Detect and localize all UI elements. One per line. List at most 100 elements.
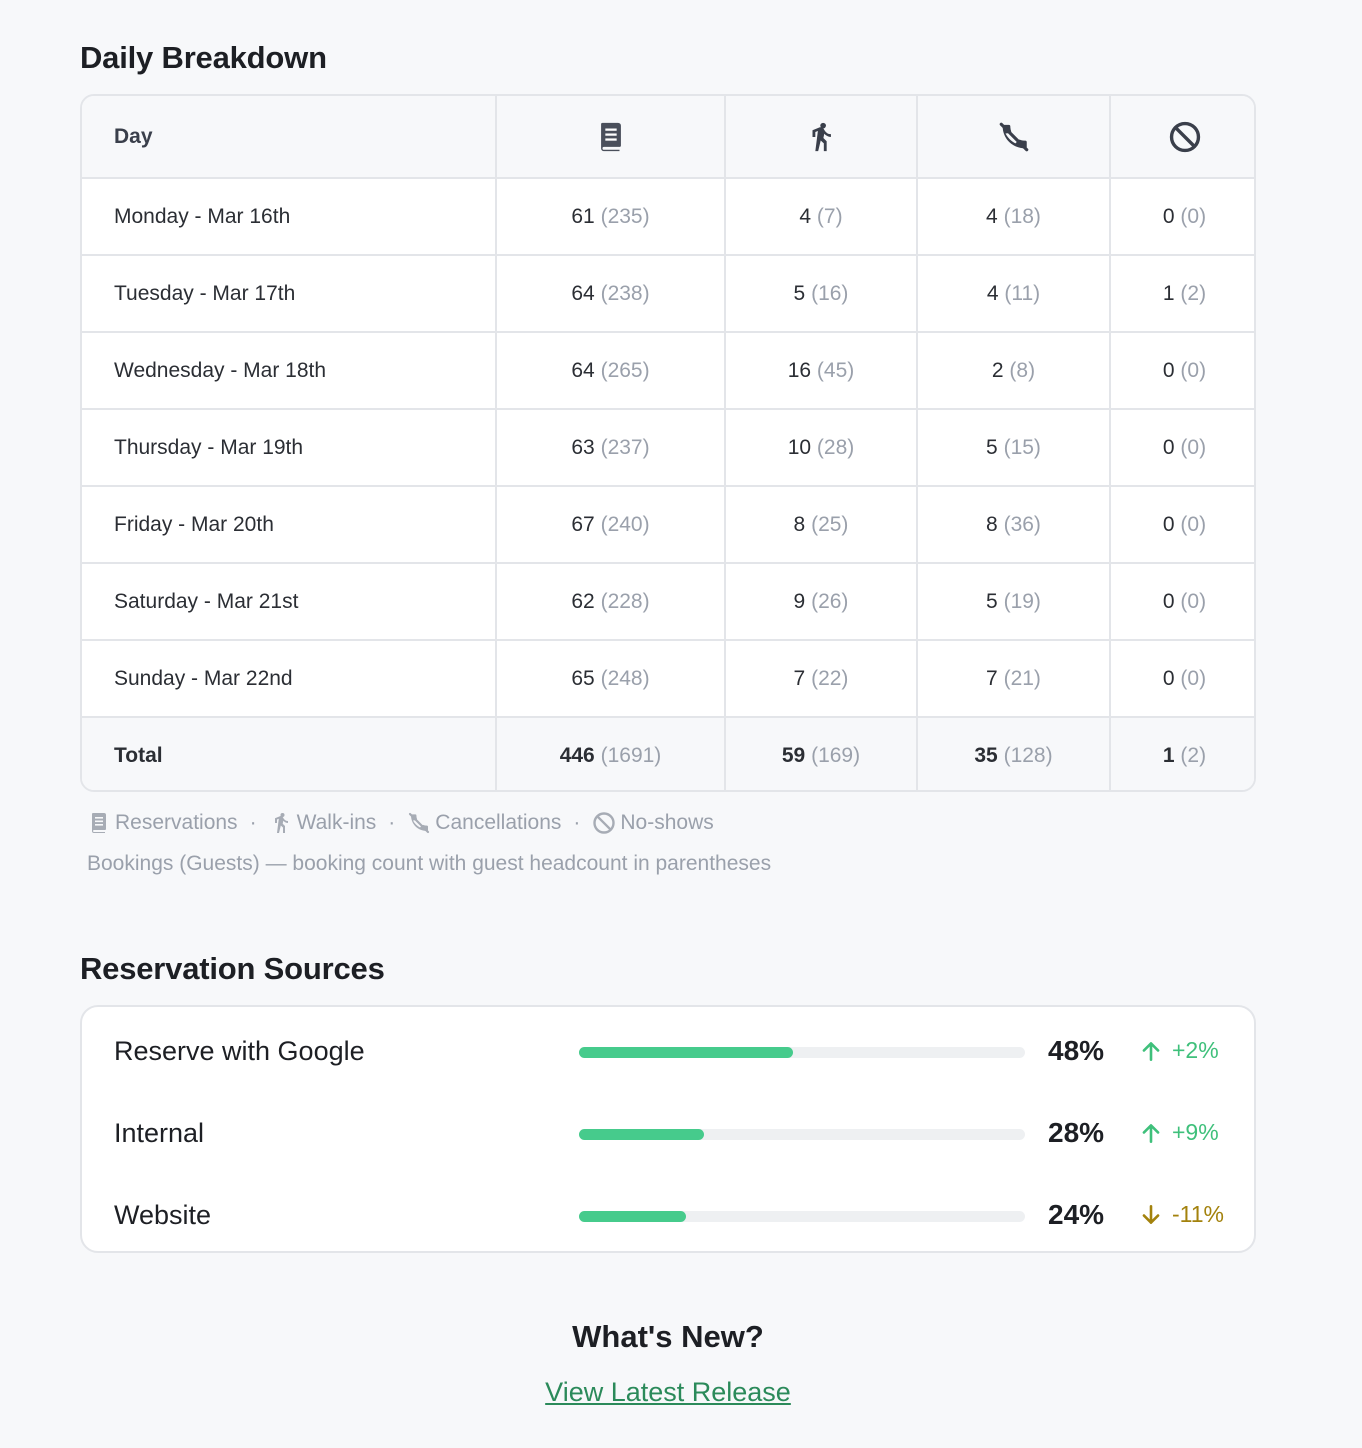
day-label: Thursday - Mar 19th: [82, 409, 497, 487]
guest-count: (21): [1003, 666, 1041, 690]
booking-count: 59: [781, 743, 806, 767]
day-label: Friday - Mar 20th: [82, 486, 497, 564]
day-label: Sunday - Mar 22nd: [82, 640, 497, 718]
table-header-row: Day: [82, 96, 1254, 179]
guest-count: (2): [1180, 743, 1207, 767]
walk-in-person-icon: [269, 811, 293, 835]
source-name: Website: [114, 1200, 212, 1230]
cancellations-cell: 7 (21): [917, 640, 1111, 718]
booking-count: 8: [793, 512, 806, 536]
table-row: Wednesday - Mar 18th 64 (265) 16 (45) 2 (8)…: [82, 332, 1254, 410]
day-column-header: Day: [82, 96, 497, 179]
reservations-cell: 62 (228): [496, 563, 726, 641]
table-row: Sunday - Mar 22nd 65 (248) 7 (22) 7 (21) 0 (…: [82, 640, 1254, 718]
source-share-bar: [579, 1211, 1025, 1222]
booking-count: 8: [986, 512, 998, 536]
source-row: Internal 28% +9%: [82, 1109, 1254, 1159]
reservation-sources-title: Reservation Sources: [80, 951, 385, 986]
no-shows-cell: 0 (0): [1110, 563, 1254, 641]
booking-count: 62: [571, 589, 595, 613]
arrow-up-icon: [1138, 1120, 1164, 1146]
guest-count: (45): [816, 358, 855, 382]
source-share-bar-fill: [579, 1047, 794, 1058]
cancellations-cell: 2 (8): [917, 332, 1111, 410]
booking-count: 5: [793, 281, 806, 305]
guest-count: (22): [811, 666, 849, 690]
arrow-up-icon: [1138, 1038, 1164, 1064]
cancellation-phone-icon: [997, 120, 1031, 154]
guest-count: (0): [1180, 666, 1207, 690]
booking-count: 10: [787, 435, 812, 459]
booking-count: 61: [571, 204, 595, 228]
guest-count: (265): [600, 358, 650, 382]
no-shows-cell: 0 (0): [1110, 486, 1254, 564]
guest-count: (8): [1009, 358, 1036, 382]
booking-count: 4: [986, 204, 998, 228]
no-shows-cell: 1 (2): [1110, 717, 1254, 790]
reservations-column-header: [496, 96, 726, 179]
guest-count: (0): [1180, 204, 1207, 228]
walk-ins-cell: 7 (22): [725, 640, 918, 718]
guest-count: (0): [1180, 512, 1207, 536]
legend-separator: ·: [573, 811, 581, 834]
booking-count: 0: [1162, 589, 1175, 613]
guest-count: (1691): [600, 743, 662, 767]
reservations-cell: 61 (235): [496, 178, 726, 256]
daily-breakdown-title: Daily Breakdown: [80, 40, 327, 75]
no-shows-cell: 0 (0): [1110, 640, 1254, 718]
total-label: Total: [82, 717, 497, 790]
reservations-cell: 446 (1691): [496, 717, 726, 790]
guest-count: (11): [1004, 281, 1041, 305]
legend-no-shows-label: No-shows: [620, 811, 714, 834]
table-row: Monday - Mar 16th 61 (235) 4 (7) 4 (18) 0 (0…: [82, 178, 1254, 256]
guest-count: (28): [816, 435, 855, 459]
legend-reservations-label: Reservations: [115, 811, 238, 834]
guest-count: (228): [600, 589, 650, 613]
day-label: Wednesday - Mar 18th: [82, 332, 497, 410]
arrow-down-icon: [1138, 1202, 1164, 1228]
guest-count: (18): [1003, 204, 1041, 228]
source-share-bar-fill: [579, 1211, 687, 1222]
day-label: Monday - Mar 16th: [82, 178, 497, 256]
guest-count: (25): [811, 512, 849, 536]
source-row: Reserve with Google 48% +2%: [82, 1027, 1254, 1077]
booking-count: 64: [571, 358, 595, 382]
reservations-cell: 64 (265): [496, 332, 726, 410]
reservations-cell: 63 (237): [496, 409, 726, 487]
guest-count: (7): [816, 204, 843, 228]
booking-count: 67: [571, 512, 595, 536]
guest-count: (36): [1003, 512, 1041, 536]
guest-count: (240): [600, 512, 650, 536]
source-trend: +9%: [1138, 1119, 1219, 1146]
booking-count: 0: [1162, 358, 1175, 382]
guest-count: (128): [1003, 743, 1053, 767]
guest-count: (169): [811, 743, 861, 767]
cancellations-column-header: [917, 96, 1111, 179]
no-shows-cell: 0 (0): [1110, 409, 1254, 487]
booking-count: 5: [986, 435, 998, 459]
source-change: +9%: [1172, 1119, 1219, 1145]
source-change: +2%: [1172, 1037, 1219, 1063]
source-name: Reserve with Google: [114, 1036, 365, 1066]
booking-count: 0: [1162, 666, 1175, 690]
reservations-book-icon: [87, 811, 111, 835]
booking-count: 35: [974, 743, 998, 767]
source-trend: +2%: [1138, 1037, 1219, 1064]
source-share-bar-fill: [579, 1129, 704, 1140]
booking-count: 5: [986, 589, 998, 613]
table-row: Tuesday - Mar 17th 64 (238) 5 (16) 4 (11) 1 …: [82, 255, 1254, 333]
walk-in-person-icon: [804, 120, 838, 154]
booking-count: 63: [571, 435, 595, 459]
reservations-cell: 64 (238): [496, 255, 726, 333]
source-percent: 48%: [1048, 1035, 1105, 1066]
reservations-cell: 65 (248): [496, 640, 726, 718]
booking-count: 0: [1162, 512, 1175, 536]
guest-count: (0): [1180, 358, 1207, 382]
cancellations-cell: 5 (19): [917, 563, 1111, 641]
walk-ins-cell: 16 (45): [725, 332, 918, 410]
no-shows-column-header: [1110, 96, 1254, 179]
walk-ins-cell: 9 (26): [725, 563, 918, 641]
no-show-prohibited-icon: [592, 811, 616, 835]
booking-count: 0: [1162, 435, 1175, 459]
view-latest-release-link[interactable]: View Latest Release: [545, 1377, 791, 1407]
